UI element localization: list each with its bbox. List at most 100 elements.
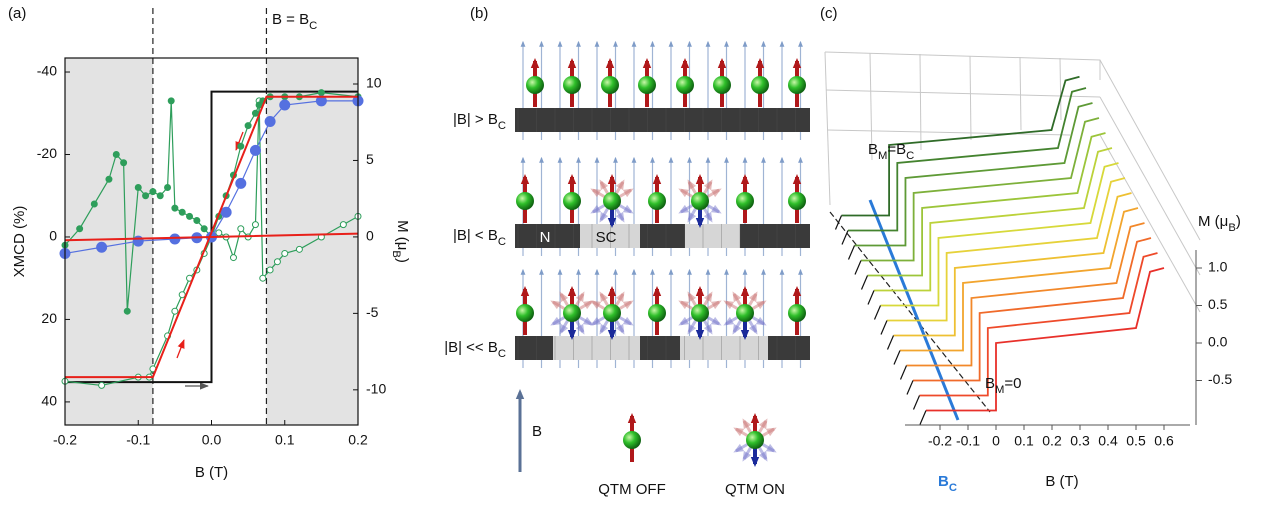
data-point (238, 226, 244, 232)
x-tick-label: 0 (992, 433, 1000, 449)
data-point (172, 205, 178, 211)
normal-segment (515, 336, 553, 360)
data-point (106, 176, 112, 182)
arrow-head (653, 286, 661, 296)
y2-axis-title-part: M (μ (394, 220, 411, 250)
y2-axis-title-part: ) (394, 258, 411, 263)
spin-ball (746, 431, 764, 449)
data-point (97, 242, 107, 252)
bottom-label: BM=0 (985, 375, 1022, 396)
spin-ball (788, 304, 806, 322)
data-point (113, 151, 119, 157)
arrow-head (628, 413, 636, 423)
z-tick-label: -0.5 (1208, 371, 1232, 387)
curve-foot (907, 381, 913, 395)
z-tick-label: 0.0 (1208, 334, 1228, 350)
x-tick-label: 0.6 (1154, 433, 1174, 449)
data-point (77, 226, 83, 232)
spin-ball (691, 304, 709, 322)
x-axis-title: B (T) (1045, 473, 1078, 490)
data-point (216, 230, 222, 236)
normal-segment (515, 108, 810, 132)
z-axis-title-part: ) (1236, 213, 1241, 230)
data-point (124, 308, 130, 314)
curve-foot (842, 231, 848, 245)
data-point (252, 222, 258, 228)
arrow-head (606, 58, 614, 68)
data-point (282, 250, 288, 256)
row-label-part: C (498, 348, 506, 360)
normal-segment (740, 224, 810, 248)
data-point (221, 207, 231, 217)
arrow-head (568, 174, 576, 184)
data-point (187, 213, 193, 219)
x-tick-label: -0.2 (53, 432, 77, 448)
spin-ball (648, 304, 666, 322)
sc-segment (685, 224, 740, 248)
data-point (143, 193, 149, 199)
data-point (194, 217, 200, 223)
data-point (250, 145, 260, 155)
waterfall-box (825, 52, 1200, 425)
data-point (230, 255, 236, 261)
data-point (252, 110, 258, 116)
arrow-head (696, 174, 704, 184)
top-label-part: B (868, 141, 878, 158)
waterfall-curve (926, 268, 1164, 411)
arrow-head (531, 58, 539, 68)
arrow-head (741, 174, 749, 184)
curve-foot (875, 306, 881, 320)
data-point (318, 90, 324, 96)
panel-label: (b) (470, 5, 488, 22)
sc-segment (680, 336, 768, 360)
data-point (157, 193, 163, 199)
z-axis-title-part: B (1228, 222, 1236, 234)
normal-segment (768, 336, 810, 360)
legend-off: QTM OFF (598, 481, 666, 498)
data-point (274, 259, 280, 265)
diagram-b (515, 42, 810, 472)
y2-tick-label: 10 (366, 75, 382, 91)
arrow-head (643, 58, 651, 68)
data-point (170, 234, 180, 244)
normal-label: N (540, 229, 551, 246)
curve-foot (862, 276, 868, 290)
arrow-head (751, 457, 759, 467)
y-tick-label: 0 (49, 228, 57, 244)
bottom-label-part: =0 (1004, 375, 1021, 392)
x-tick-label: -0.2 (928, 433, 952, 449)
spin-ball (563, 304, 581, 322)
y-tick-label: -20 (37, 145, 57, 161)
data-point (168, 98, 174, 104)
data-point (135, 184, 141, 190)
spin-ball (736, 192, 754, 210)
data-point (99, 382, 105, 388)
row-label-part: |B| < B (453, 227, 498, 244)
spin-ball (788, 76, 806, 94)
spin-ball (603, 304, 621, 322)
annotation: B = BC (272, 11, 317, 32)
spin-ball (751, 76, 769, 94)
y2-tick-label: -5 (366, 304, 379, 320)
arrow-head (718, 58, 726, 68)
legend-on: QTM ON (725, 481, 785, 498)
spin-ball (691, 192, 709, 210)
bc-label-part: B (938, 473, 949, 490)
data-point (280, 100, 290, 110)
spin-ball (563, 76, 581, 94)
arrow-head (681, 58, 689, 68)
x-tick-label: 0.1 (1014, 433, 1034, 449)
data-point (172, 308, 178, 314)
arrow-head (521, 286, 529, 296)
x-tick-label: 0.3 (1070, 433, 1090, 449)
spin-ball (563, 192, 581, 210)
top-label-part: =B (887, 141, 906, 158)
curve-foot (920, 411, 926, 425)
data-point (201, 226, 207, 232)
data-point (179, 292, 185, 298)
curve-foot (888, 336, 894, 350)
waterfall-curve (855, 103, 1093, 246)
curve-foot (855, 261, 861, 275)
y2-tick-label: 5 (366, 151, 374, 167)
normal-segment (640, 336, 680, 360)
